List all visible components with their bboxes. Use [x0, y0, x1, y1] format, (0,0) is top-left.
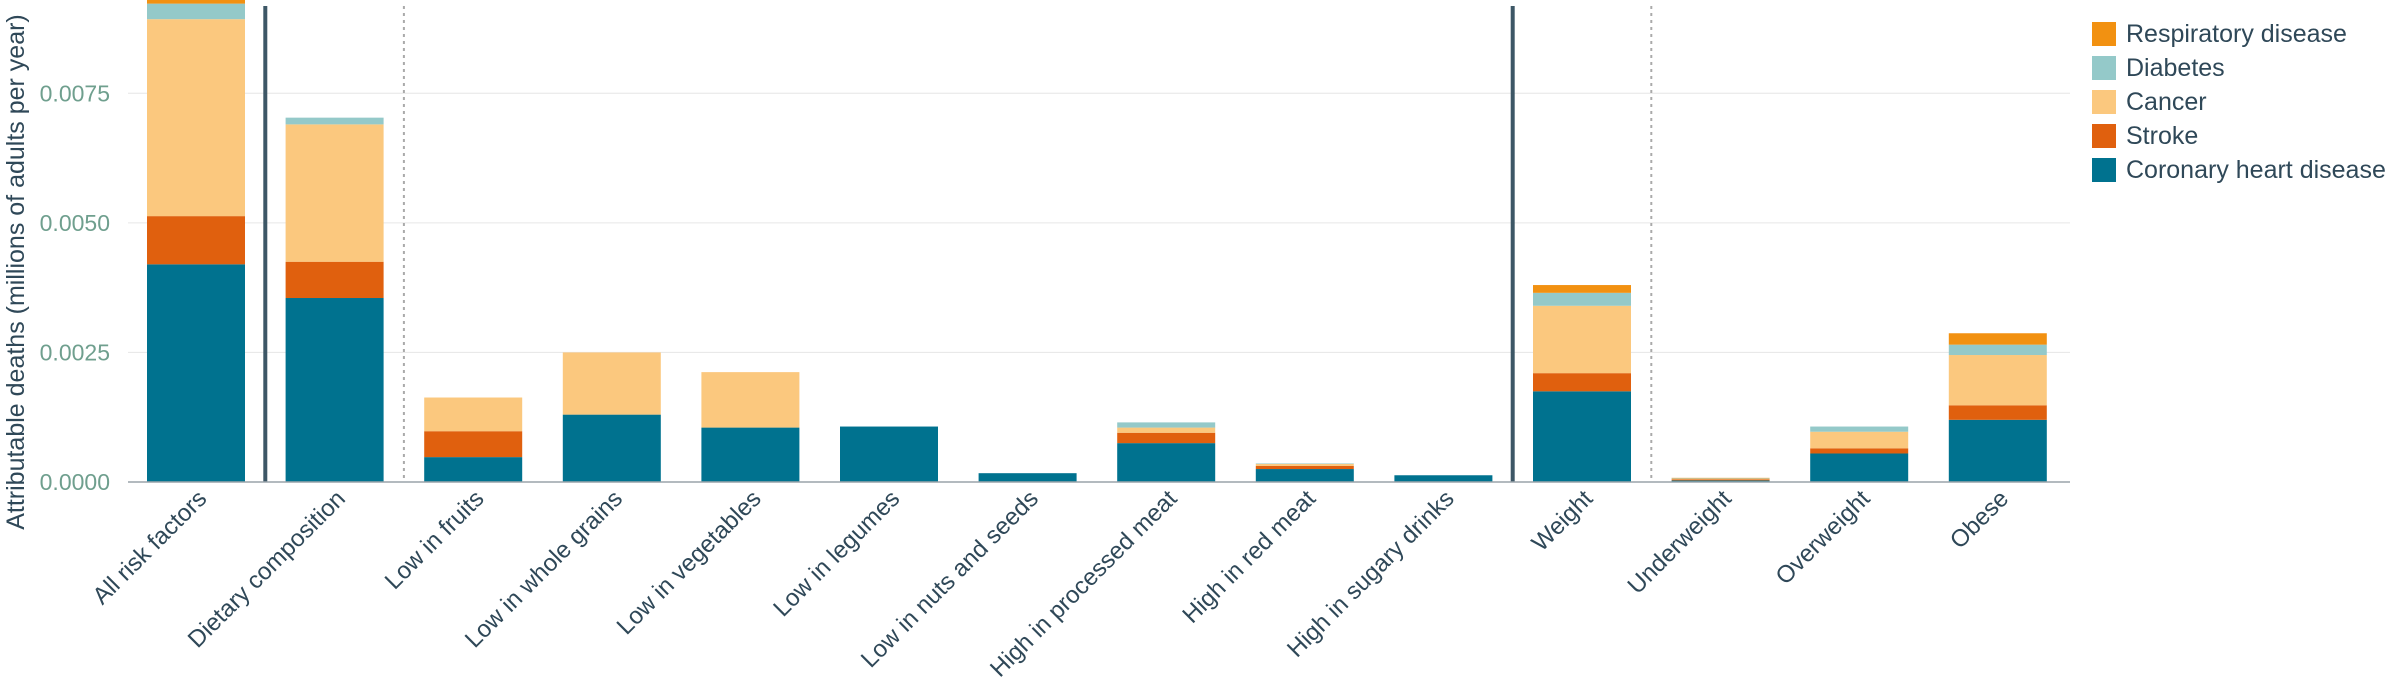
bar-segment[interactable]	[1533, 391, 1631, 482]
bar-segment[interactable]	[424, 457, 523, 482]
legend-item[interactable]: Stroke	[2092, 122, 2198, 150]
x-tick-label: Underweight	[1622, 485, 1737, 600]
bar-segment[interactable]	[1533, 292, 1631, 306]
bar-segment[interactable]	[1117, 443, 1216, 482]
bar-segment[interactable]	[424, 431, 523, 458]
bar-segment[interactable]	[1533, 305, 1631, 374]
bar-segment[interactable]	[285, 124, 384, 262]
legend-item[interactable]: Respiratory disease	[2092, 20, 2347, 48]
bar-segment[interactable]	[147, 216, 245, 265]
bar-segment[interactable]	[1671, 480, 1770, 482]
bar-segment[interactable]	[1255, 469, 1354, 482]
legend-swatch	[2092, 22, 2116, 46]
bar-segment[interactable]	[1533, 373, 1631, 392]
bar-segment[interactable]	[285, 298, 384, 482]
legend-swatch	[2092, 124, 2116, 148]
x-tick-label: Low in legumes	[768, 485, 905, 622]
x-tick-label: Low in vegetables	[612, 485, 767, 640]
legend-label: Diabetes	[2126, 54, 2225, 82]
legend-swatch	[2092, 90, 2116, 114]
bar-segment[interactable]	[1671, 477, 1770, 479]
x-tick-label: All risk factors	[88, 485, 213, 610]
bar-segment[interactable]	[1255, 463, 1354, 466]
y-tick-labels: 0.0000 0.0025 0.0050 0.0075	[40, 80, 110, 495]
x-tick-label: Obese	[1945, 485, 2014, 554]
bar-segment[interactable]	[1671, 478, 1770, 480]
x-tick-label: Dietary composition	[183, 485, 351, 653]
bar-segment[interactable]	[1948, 405, 2047, 420]
legend-item[interactable]: Diabetes	[2092, 54, 2225, 82]
legend-item[interactable]: Cancer	[2092, 88, 2207, 116]
bar-segment[interactable]	[701, 427, 800, 482]
bar-segment[interactable]	[1948, 333, 2047, 345]
legend-item[interactable]: Coronary heart disease	[2092, 156, 2386, 184]
bar-segment[interactable]	[1255, 463, 1354, 464]
bar-segment[interactable]	[1117, 432, 1216, 444]
bar-segment[interactable]	[147, 0, 245, 4]
legend-label: Cancer	[2126, 88, 2207, 116]
bar-segment[interactable]	[147, 264, 245, 482]
bar-segment[interactable]	[1117, 427, 1216, 433]
y-tick-label: 0.0025	[40, 339, 110, 365]
legend-label: Stroke	[2126, 122, 2198, 150]
legend[interactable]: Respiratory disease Diabetes Cancer Stroke C…	[2092, 20, 2386, 184]
x-tick-label: Low in fruits	[380, 485, 490, 595]
group-separators	[263, 6, 1653, 482]
bar-segment[interactable]	[1948, 419, 2047, 482]
bar-segment[interactable]	[562, 414, 661, 482]
bar-segment[interactable]	[1255, 465, 1354, 470]
bar-segment[interactable]	[1948, 344, 2047, 356]
x-tick-label: Weight	[1527, 485, 1599, 557]
bar-segment[interactable]	[1948, 355, 2047, 406]
bar-segment[interactable]	[1533, 285, 1631, 293]
y-tick-label: 0.0050	[40, 210, 110, 236]
bar-segment[interactable]	[285, 261, 384, 299]
bar-segment[interactable]	[1810, 453, 1909, 482]
bar-segment[interactable]	[701, 372, 800, 428]
legend-label: Respiratory disease	[2126, 20, 2347, 48]
bar-segment[interactable]	[285, 117, 384, 125]
legend-swatch	[2092, 158, 2116, 182]
bar-segment[interactable]	[147, 3, 245, 20]
bar-segment[interactable]	[978, 473, 1077, 482]
legend-label: Coronary heart disease	[2126, 156, 2386, 184]
bar-segment[interactable]	[1671, 479, 1770, 481]
bar-segment[interactable]	[840, 426, 938, 482]
x-tick-label: High in red meat	[1177, 485, 1321, 629]
y-tick-label: 0.0075	[40, 80, 110, 106]
x-tick-label: Low in whole grains	[460, 485, 628, 653]
legend-swatch	[2092, 56, 2116, 80]
bars	[147, 0, 2047, 482]
bar-segment[interactable]	[1671, 478, 1770, 479]
y-axis-label: Attributable deaths (millions of adults …	[2, 14, 30, 530]
bar-segment[interactable]	[1810, 426, 1909, 432]
gridlines	[128, 92, 2070, 353]
y-tick-label: 0.0000	[40, 469, 110, 495]
x-tick-label: Overweight	[1771, 485, 1876, 590]
bar-segment[interactable]	[147, 19, 245, 217]
bar-segment[interactable]	[562, 352, 661, 415]
bar-segment[interactable]	[1394, 475, 1493, 482]
bar-segment[interactable]	[1810, 431, 1909, 449]
bar-segment[interactable]	[424, 397, 523, 432]
bar-segment[interactable]	[1117, 422, 1216, 428]
bar-segment[interactable]	[1810, 448, 1909, 454]
